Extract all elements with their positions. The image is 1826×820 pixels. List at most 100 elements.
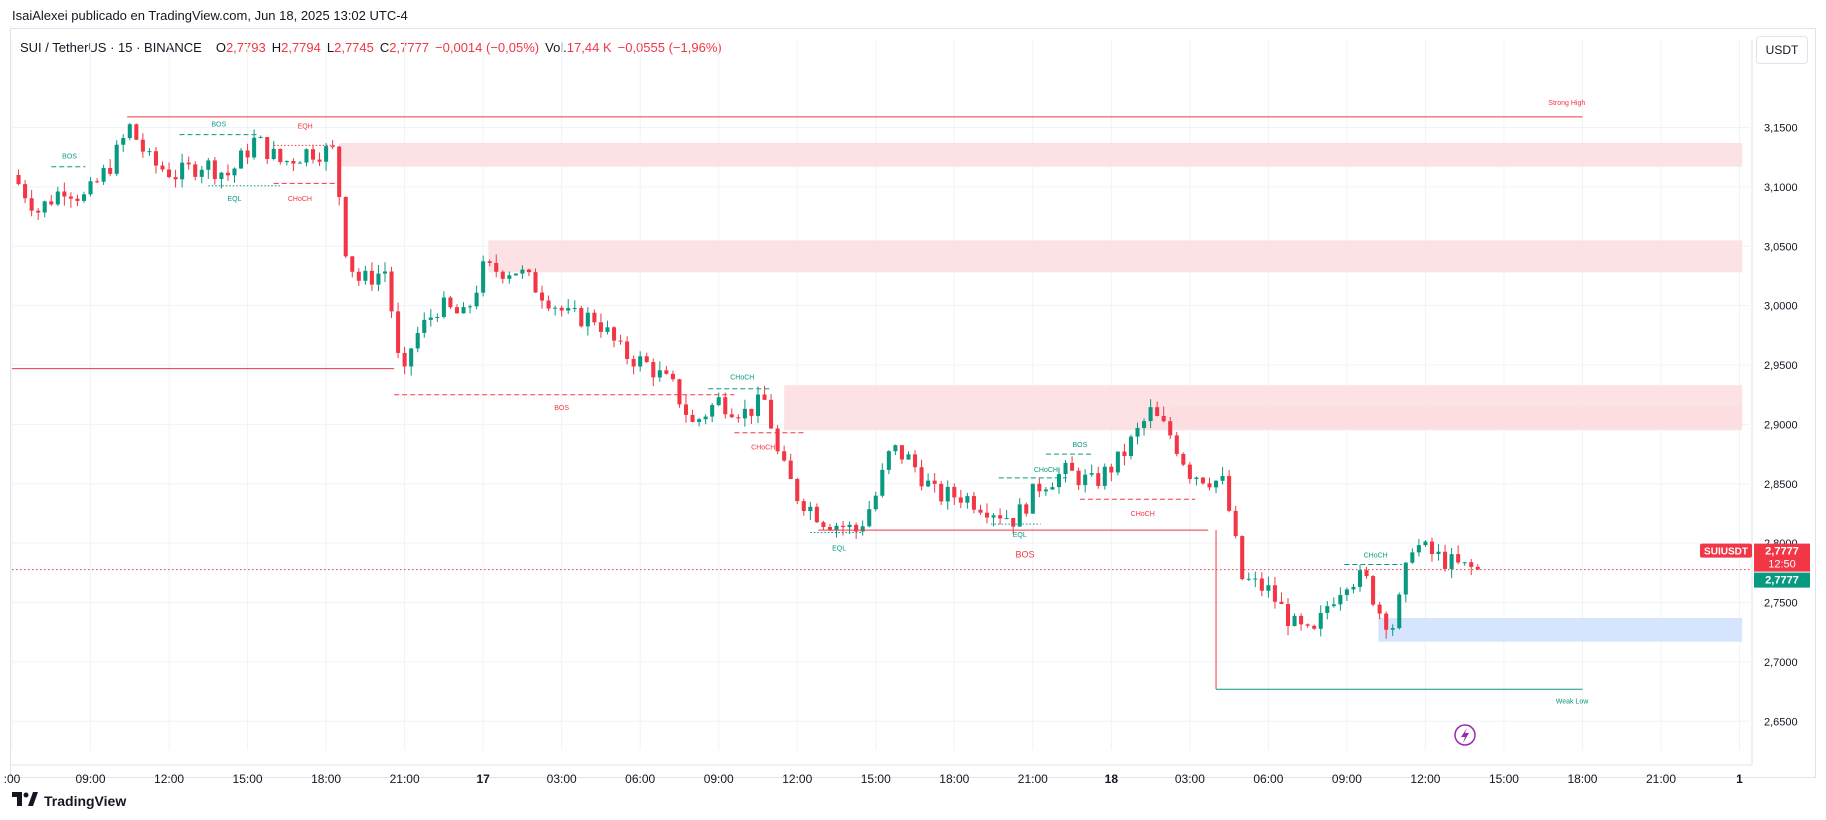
candle-body	[644, 356, 649, 363]
candle-body	[880, 469, 885, 496]
candle-body	[1148, 407, 1153, 422]
candle-body	[1272, 585, 1277, 602]
candle-body	[795, 479, 800, 502]
candle-body	[762, 394, 767, 400]
candle-body	[1279, 601, 1284, 605]
candle-body	[1024, 504, 1029, 514]
candle-body	[245, 150, 250, 158]
candle-body	[1259, 578, 1264, 591]
candle-body	[49, 201, 54, 205]
candle-body	[690, 414, 695, 422]
low-label: L	[326, 40, 335, 55]
candle-body	[81, 194, 87, 201]
candle-body	[1194, 477, 1199, 479]
candle-body	[363, 270, 368, 281]
last-price-value: 2,7777	[1765, 546, 1799, 558]
candle-body	[1423, 541, 1428, 546]
candle-body	[1083, 474, 1088, 486]
candle-body	[710, 405, 715, 417]
lightning-icon-bolt	[1461, 728, 1469, 743]
candle-body	[1109, 466, 1114, 473]
candle-body	[297, 162, 302, 164]
time-tick-label: 21:00	[1646, 772, 1676, 786]
candle-body	[271, 148, 276, 160]
candle-body	[199, 169, 204, 177]
candle-body	[1299, 615, 1304, 625]
candle-body	[1285, 604, 1291, 626]
symbol-price-tag	[1700, 543, 1752, 558]
candle-body	[75, 198, 80, 201]
candle-body	[88, 181, 93, 195]
open-label: O	[215, 40, 226, 55]
price-tick-label: 3,1500	[1764, 123, 1798, 135]
volume-value: 17,44 K	[566, 40, 612, 55]
candle-body	[932, 480, 937, 484]
price-tick-label: 3,0000	[1764, 301, 1798, 313]
candle-body	[1253, 578, 1258, 580]
structure-label: BOS	[554, 405, 569, 412]
candle-body	[814, 506, 819, 523]
candle-body	[1050, 487, 1055, 490]
candle-body	[36, 210, 41, 213]
candle-body	[625, 341, 630, 360]
candle-body	[1227, 476, 1232, 511]
candle-body	[324, 146, 329, 162]
demand-zone	[1378, 617, 1743, 642]
candle-body	[278, 148, 283, 163]
price-tick-label: 2,9500	[1764, 360, 1798, 372]
candle-body	[1246, 578, 1251, 580]
candle-body	[441, 297, 446, 317]
candle-body	[1403, 562, 1408, 595]
candle-body	[1325, 606, 1330, 613]
candle-body	[971, 496, 976, 510]
candle-body	[140, 139, 145, 152]
candle-body	[1357, 570, 1363, 587]
candle-body	[258, 137, 263, 139]
currency-button[interactable]: USDT	[1756, 36, 1808, 64]
candle-body	[55, 191, 60, 205]
candle-body	[703, 416, 708, 420]
candle-body	[1384, 613, 1389, 630]
candle-body	[1416, 545, 1421, 553]
candle-body	[16, 175, 21, 185]
time-tick-label: 15:00	[861, 772, 891, 786]
candle-body	[769, 399, 774, 429]
candle-body	[500, 271, 505, 279]
candle-body	[1305, 624, 1310, 626]
candle-body	[134, 124, 139, 140]
candle-body	[664, 370, 669, 374]
close-price-tag	[1754, 572, 1810, 588]
candle-body	[1462, 562, 1467, 564]
candle-body	[23, 184, 28, 199]
candle-body	[867, 509, 872, 527]
candle-body	[1056, 474, 1062, 488]
structure-label: CHoCH	[288, 196, 312, 203]
time-tick-label: 06:00	[1253, 772, 1283, 786]
time-tick-label: 09:00	[704, 772, 734, 786]
structure-label: Weak Low	[1556, 698, 1589, 705]
candle-body	[1096, 473, 1101, 486]
symbol-title[interactable]: SUI / TetherUS · 15 · BINANCE	[20, 40, 202, 55]
candle-body	[1318, 612, 1323, 629]
candle-body	[1174, 435, 1179, 454]
tradingview-brand: TradingView	[44, 792, 127, 809]
bar-countdown: 12:50	[1768, 559, 1796, 571]
structure-label: CHoCH	[1034, 467, 1058, 474]
candle-body	[435, 316, 440, 318]
candle-body	[788, 460, 793, 480]
candle-body	[513, 273, 518, 276]
candle-body	[101, 167, 106, 182]
symbol-price-tag-text: SUIUSDT	[1704, 547, 1748, 558]
time-tick-label: 18:00	[939, 772, 969, 786]
candle-body	[553, 307, 558, 309]
candle-body	[382, 271, 388, 274]
lightning-icon[interactable]	[1454, 724, 1476, 746]
time-tick-label: 17	[476, 772, 490, 786]
time-tick-label: 12:00	[782, 772, 812, 786]
candle-body	[481, 261, 486, 293]
close-value: 2,7777	[389, 40, 430, 55]
candle-body	[428, 317, 433, 320]
candle-body	[1397, 594, 1402, 629]
change-value: −0,0014 (−0,05%)	[435, 40, 540, 55]
